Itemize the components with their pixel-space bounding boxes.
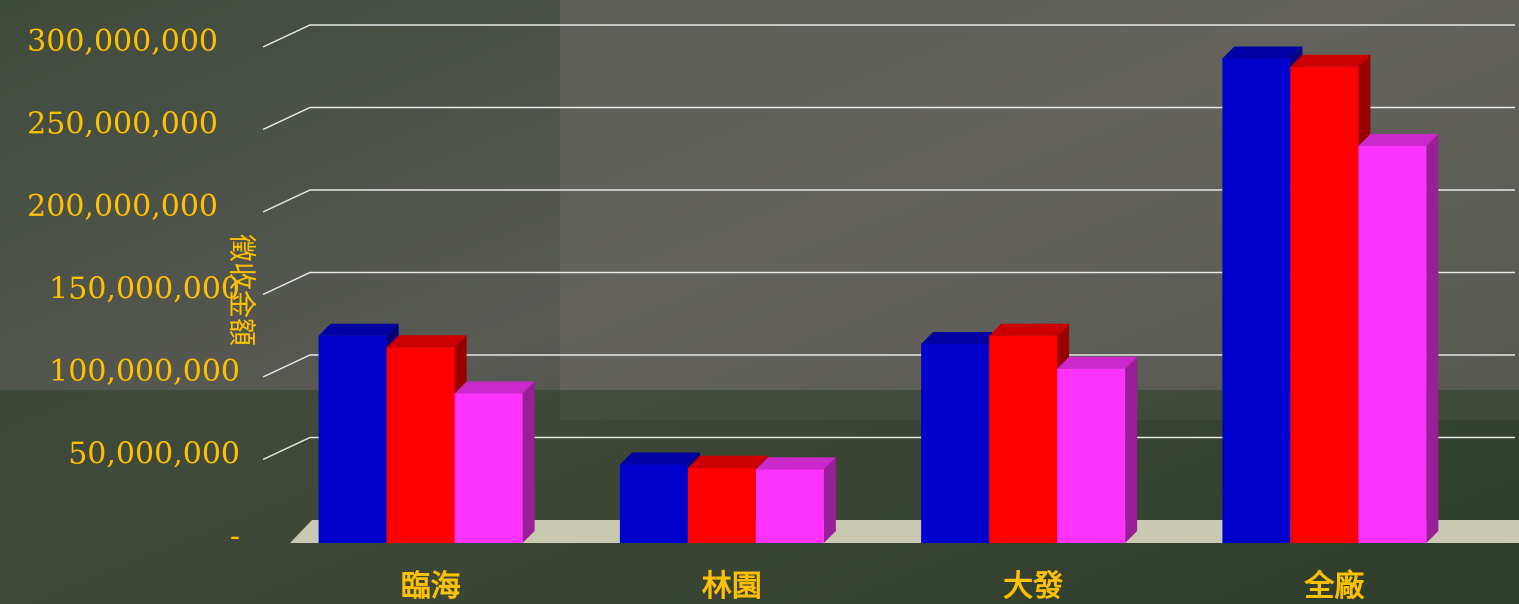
bar [386, 347, 455, 543]
bar [755, 469, 824, 543]
bar-top [755, 457, 836, 470]
bar-side [1125, 356, 1138, 543]
x-tick-label: 臨海 [401, 569, 461, 604]
x-tick-label: 全廠 [1303, 569, 1364, 604]
bar-top [386, 335, 467, 348]
bar [1222, 58, 1291, 544]
bar-top [921, 332, 1002, 344]
bar [1358, 146, 1427, 543]
bar [1290, 66, 1359, 544]
bar-top [454, 381, 535, 394]
bar-top [989, 323, 1070, 336]
bar-top [318, 323, 399, 336]
bar [1057, 368, 1126, 543]
bar [619, 464, 688, 543]
grid-line [262, 106, 1515, 131]
grid-line [262, 271, 1515, 296]
y-axis-title: 徵收金額 [226, 234, 259, 346]
x-tick-label: 大發 [1003, 569, 1063, 604]
bar [318, 335, 387, 543]
y-tick-label: - [230, 519, 240, 554]
bar-top [1290, 54, 1371, 67]
y-tick-label: 150,000,000 [49, 272, 240, 307]
bar [989, 335, 1058, 543]
y-tick-label: 250,000,000 [27, 107, 218, 142]
floor [290, 520, 1519, 543]
y-tick-label: 300,000,000 [27, 24, 218, 59]
y-tick-label: 50,000,000 [68, 437, 240, 472]
bar-top [1358, 134, 1439, 146]
grid-line [262, 189, 1515, 213]
bar-top [1057, 356, 1138, 369]
bar-side [522, 381, 535, 543]
bar-top [619, 452, 700, 465]
bar-top [1222, 46, 1303, 59]
y-tick-label: 200,000,000 [27, 189, 218, 224]
bar [921, 344, 990, 543]
bar-side [823, 457, 836, 543]
x-tick-label: 林園 [702, 569, 762, 604]
bar [454, 393, 523, 543]
grid-line [262, 354, 1515, 378]
bar [687, 467, 756, 543]
y-tick-label: 100,000,000 [49, 354, 240, 389]
grid-line [262, 24, 1515, 48]
bar-top [687, 455, 768, 468]
bar-side [1426, 134, 1439, 543]
